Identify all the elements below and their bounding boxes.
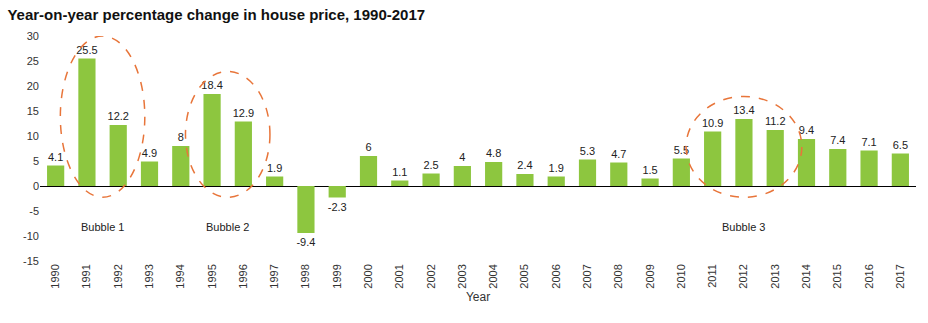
- svg-text:12.2: 12.2: [108, 110, 129, 122]
- svg-text:-9.4: -9.4: [296, 236, 315, 248]
- svg-text:4.8: 4.8: [486, 147, 501, 159]
- svg-text:2005: 2005: [519, 264, 531, 288]
- svg-text:13.4: 13.4: [733, 104, 754, 116]
- svg-text:2012: 2012: [738, 264, 750, 288]
- svg-text:Bubble 1: Bubble 1: [81, 221, 124, 233]
- svg-text:-2.3: -2.3: [328, 201, 347, 213]
- svg-text:11.2: 11.2: [765, 115, 786, 127]
- svg-text:0: 0: [33, 180, 39, 192]
- svg-text:6: 6: [365, 141, 371, 153]
- svg-text:1.1: 1.1: [392, 166, 407, 178]
- svg-text:2002: 2002: [425, 264, 437, 288]
- svg-text:1993: 1993: [143, 264, 155, 288]
- svg-text:5: 5: [33, 155, 39, 167]
- svg-text:Year-on-year percentage change: Year-on-year percentage change in house …: [7, 6, 425, 23]
- svg-text:1992: 1992: [112, 264, 124, 288]
- svg-text:4: 4: [459, 151, 465, 163]
- svg-text:1996: 1996: [237, 264, 249, 288]
- svg-text:4.7: 4.7: [611, 148, 626, 160]
- svg-text:2.5: 2.5: [423, 159, 438, 171]
- svg-text:5.3: 5.3: [580, 145, 595, 157]
- svg-text:2016: 2016: [863, 264, 875, 288]
- svg-text:20: 20: [27, 80, 39, 92]
- svg-text:7.4: 7.4: [830, 134, 845, 146]
- svg-text:2009: 2009: [644, 264, 656, 288]
- svg-text:9.4: 9.4: [799, 124, 814, 136]
- svg-text:25: 25: [27, 55, 39, 67]
- svg-text:Year: Year: [466, 290, 490, 304]
- svg-text:1.9: 1.9: [549, 162, 564, 174]
- svg-text:1999: 1999: [331, 264, 343, 288]
- svg-text:2001: 2001: [393, 264, 405, 288]
- svg-text:2014: 2014: [800, 264, 812, 288]
- svg-text:12.9: 12.9: [233, 107, 254, 119]
- svg-text:1991: 1991: [81, 264, 93, 288]
- svg-text:2008: 2008: [612, 264, 624, 288]
- svg-text:2011: 2011: [706, 264, 718, 288]
- svg-text:1990: 1990: [49, 264, 61, 288]
- svg-text:4.9: 4.9: [142, 147, 157, 159]
- svg-text:2.4: 2.4: [517, 159, 532, 171]
- svg-text:1997: 1997: [268, 264, 280, 288]
- svg-text:25.5: 25.5: [76, 44, 97, 56]
- svg-text:18.4: 18.4: [201, 79, 222, 91]
- svg-text:2000: 2000: [362, 264, 374, 288]
- svg-text:6.5: 6.5: [893, 139, 908, 151]
- svg-text:4.1: 4.1: [48, 151, 63, 163]
- svg-text:2015: 2015: [831, 264, 843, 288]
- svg-text:-15: -15: [23, 255, 39, 267]
- svg-text:30: 30: [27, 30, 39, 42]
- svg-text:1995: 1995: [206, 264, 218, 288]
- svg-text:-10: -10: [23, 230, 39, 242]
- svg-text:10: 10: [27, 130, 39, 142]
- svg-text:10.9: 10.9: [702, 117, 723, 129]
- svg-text:8: 8: [178, 131, 184, 143]
- svg-text:1.5: 1.5: [642, 164, 657, 176]
- svg-text:5.5: 5.5: [674, 144, 689, 156]
- svg-text:Bubble 2: Bubble 2: [206, 221, 249, 233]
- svg-text:1.9: 1.9: [267, 162, 282, 174]
- svg-text:15: 15: [27, 105, 39, 117]
- svg-text:1998: 1998: [300, 264, 312, 288]
- svg-text:2004: 2004: [487, 264, 499, 288]
- svg-text:7.1: 7.1: [861, 136, 876, 148]
- svg-text:1994: 1994: [174, 264, 186, 288]
- svg-text:2007: 2007: [581, 264, 593, 288]
- svg-text:2003: 2003: [456, 264, 468, 288]
- svg-text:2006: 2006: [550, 264, 562, 288]
- svg-text:2017: 2017: [894, 264, 906, 288]
- svg-text:2010: 2010: [675, 264, 687, 288]
- svg-text:Bubble 3: Bubble 3: [722, 221, 765, 233]
- svg-text:2013: 2013: [769, 264, 781, 288]
- svg-text:-5: -5: [29, 205, 39, 217]
